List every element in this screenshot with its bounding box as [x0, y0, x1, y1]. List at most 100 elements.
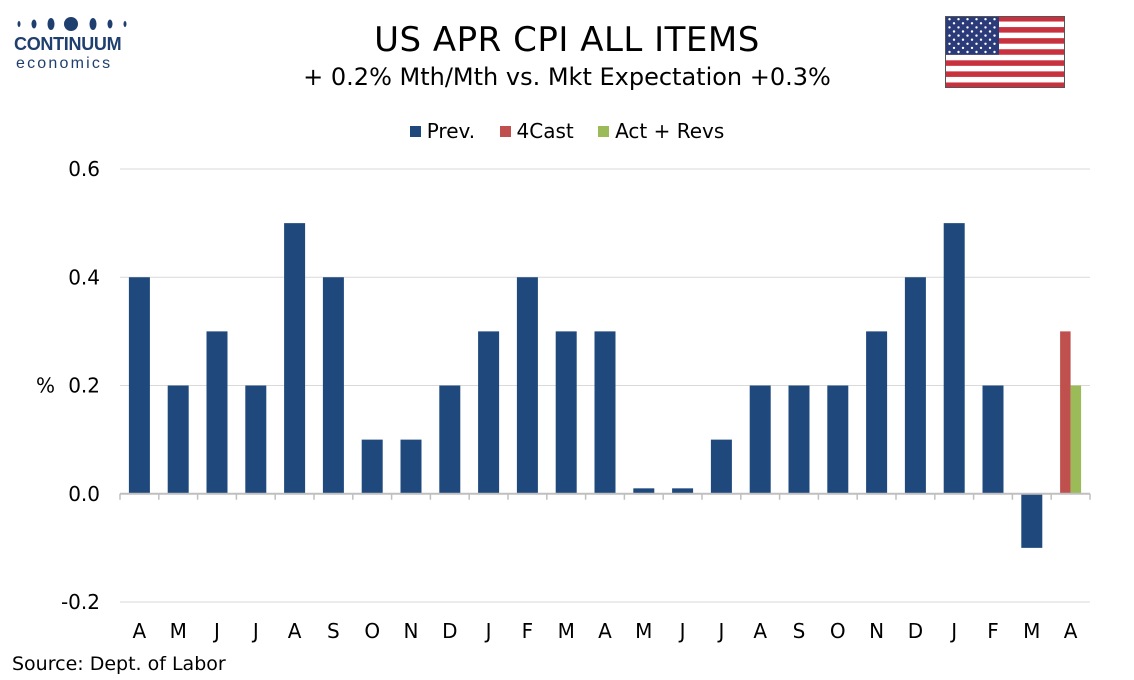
flag-star — [966, 26, 969, 29]
legend-item-prev: Prev. — [409, 119, 475, 143]
flag-star — [952, 22, 956, 25]
x-tick-label: A — [288, 619, 302, 643]
bar-prev — [594, 331, 616, 494]
flag-star — [993, 18, 996, 21]
flag-star — [952, 38, 956, 41]
bar-prev — [710, 439, 732, 494]
bar-prev — [439, 385, 461, 494]
y-tick-label: 0.6 — [68, 157, 100, 181]
bar-actual — [1070, 385, 1082, 494]
logo-dots-icon — [17, 17, 127, 31]
x-tick-label: O — [830, 619, 846, 643]
flag-star — [975, 34, 978, 37]
flag-star — [966, 34, 969, 37]
x-tick-label: O — [364, 619, 380, 643]
x-tick-label: J — [678, 619, 686, 643]
flag-star — [948, 50, 951, 54]
flag-star — [984, 18, 987, 21]
legend-swatch-prev — [409, 126, 421, 137]
flag-star — [970, 22, 974, 25]
x-tick-label: N — [869, 619, 884, 643]
flag-star — [984, 26, 987, 29]
bar-prev — [866, 331, 888, 494]
flag-star — [948, 26, 951, 29]
bar-prev — [400, 439, 422, 494]
x-tick-label: A — [753, 619, 767, 643]
flag-star — [984, 42, 987, 45]
flag-star — [984, 50, 987, 54]
bar-prev — [749, 385, 771, 494]
flag-star — [993, 50, 996, 54]
continuum-logo: CONTINUUM economics — [14, 14, 134, 76]
x-tick-label: D — [442, 619, 457, 643]
flag-star — [952, 46, 956, 50]
x-tick-label: M — [170, 619, 187, 643]
x-tick-label: D — [908, 619, 923, 643]
legend-item-4cast: 4Cast — [499, 119, 574, 143]
x-tick-label: J — [484, 619, 492, 643]
bar-prev — [128, 277, 150, 494]
flag-star — [952, 30, 956, 33]
x-tick-label: J — [251, 619, 259, 643]
x-tick-label: S — [793, 619, 806, 643]
x-tick-label: N — [404, 619, 419, 643]
flag-star — [961, 38, 965, 41]
y-tick-label: 0.4 — [68, 265, 100, 289]
flag-star — [957, 34, 960, 37]
legend-label-actual: Act + Revs — [615, 119, 725, 143]
flag-star — [975, 50, 978, 54]
bar-prev — [516, 277, 538, 494]
source-note: Source: Dept. of Labor — [12, 653, 226, 675]
flag-star — [979, 46, 983, 50]
x-tick-label: M — [1023, 619, 1040, 643]
legend-swatch-4cast — [499, 126, 511, 137]
flag-star — [966, 42, 969, 45]
flag-star — [948, 42, 951, 45]
bar-prev — [1021, 493, 1043, 548]
flag-star — [957, 26, 960, 29]
flag-star — [975, 26, 978, 29]
bar-prev — [672, 488, 694, 494]
flag-star — [988, 38, 992, 41]
flag-star — [988, 22, 992, 25]
x-tick-label: A — [1064, 619, 1078, 643]
flag-star — [975, 42, 978, 45]
y-tick-label: -0.2 — [61, 590, 100, 614]
flag-star — [957, 42, 960, 45]
us-flag-icon — [945, 16, 1065, 88]
x-tick-label: M — [635, 619, 652, 643]
flag-star — [961, 30, 965, 33]
x-tick-label: A — [133, 619, 147, 643]
legend-label-4cast: 4Cast — [516, 119, 574, 143]
flag-star — [961, 46, 965, 50]
y-axis-label: % — [36, 374, 55, 398]
flag-star — [979, 38, 983, 41]
bar-prev — [245, 385, 267, 494]
flag-star — [993, 34, 996, 37]
x-tick-label: S — [327, 619, 340, 643]
flag-star — [961, 22, 965, 25]
flag-star — [979, 22, 983, 25]
bar-prev — [167, 385, 189, 494]
flag-star — [988, 30, 992, 33]
flag-star — [988, 46, 992, 50]
bar-prev — [478, 331, 500, 494]
logo-subtitle: economics — [16, 55, 113, 72]
x-tick-label: M — [558, 619, 575, 643]
chart-title: US APR CPI ALL ITEMS — [374, 20, 760, 60]
x-tick-label: J — [949, 619, 957, 643]
flag-star — [957, 18, 960, 21]
bar-prev — [788, 385, 810, 494]
y-tick-label: 0.2 — [68, 374, 100, 398]
y-tick-label: 0.0 — [68, 482, 100, 506]
bar-prev — [633, 488, 655, 494]
flag-star — [957, 50, 960, 54]
bar-prev — [284, 223, 306, 494]
bar-prev — [827, 385, 849, 494]
x-tick-label: J — [716, 619, 724, 643]
flag-star — [970, 46, 974, 50]
x-tick-label: A — [598, 619, 612, 643]
flag-star — [975, 18, 978, 21]
bar-prev — [206, 331, 228, 494]
